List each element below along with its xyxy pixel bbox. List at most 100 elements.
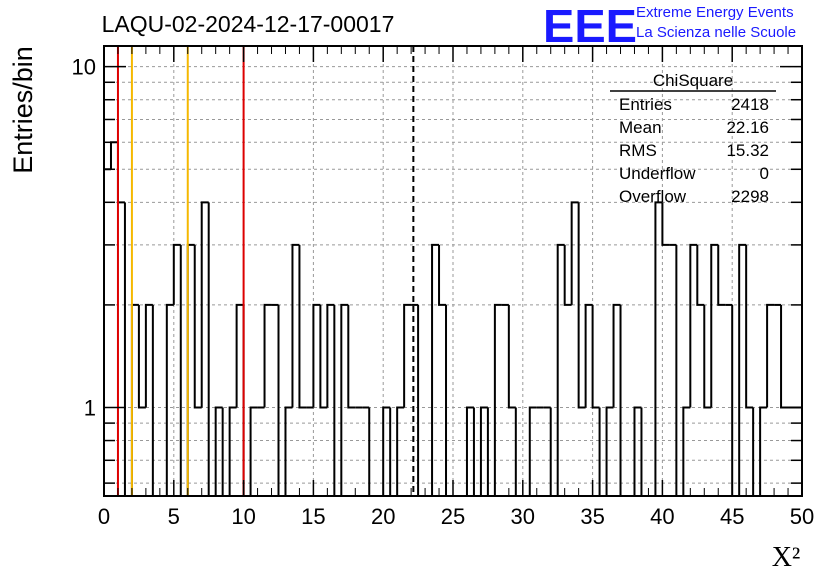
histogram-bin (633, 406, 642, 496)
histogram-bin (396, 406, 405, 496)
x-tick-label: 30 (511, 504, 535, 529)
histogram-bin (326, 303, 335, 408)
histogram-bin (612, 303, 621, 408)
histogram-bin (298, 244, 307, 409)
histogram-bin (200, 201, 209, 408)
histogram-bin (696, 244, 705, 306)
y-tick-label: 10 (72, 55, 96, 80)
stats-label: Overflow (619, 187, 687, 206)
histogram-bin (689, 243, 698, 408)
stats-value: 15.32 (726, 141, 769, 160)
histogram-bin (591, 304, 600, 409)
histogram-bin (445, 304, 453, 497)
histogram-bin (347, 304, 356, 409)
histogram-bin (417, 304, 426, 497)
stats-value: 2298 (731, 187, 769, 206)
histogram-bin (249, 406, 258, 496)
y-axis-ticks: 1 10 (72, 55, 802, 484)
histogram-bin (165, 303, 174, 496)
histogram-bin (479, 406, 488, 496)
histogram-bin (403, 303, 412, 408)
eee-logo: EEE (543, 0, 643, 52)
x-tick-label: 25 (441, 504, 465, 529)
histogram-bin (605, 406, 614, 496)
grid-lines (104, 46, 802, 496)
histogram-bin (507, 304, 516, 409)
histogram-bin (528, 406, 537, 496)
chart-title: LAQU-02-2024-12-17-00017 (102, 11, 395, 37)
histogram-bin (179, 244, 188, 497)
x-tick-label: 15 (301, 504, 325, 529)
histogram-bin (186, 243, 195, 496)
stats-label: RMS (619, 141, 657, 160)
stats-value: 0 (760, 164, 769, 183)
x-tick-label: 40 (650, 504, 674, 529)
histogram-bin (340, 303, 349, 496)
histogram-bin (172, 243, 181, 305)
eee-logo-mark: EEE (543, 0, 637, 52)
histogram-bin (710, 243, 719, 408)
histogram-bin (654, 201, 663, 496)
histogram-bin (382, 406, 391, 496)
x-tick-label: 45 (720, 504, 744, 529)
histogram-bin (431, 243, 440, 496)
histogram-bin (207, 202, 216, 497)
histogram-bin (493, 303, 502, 496)
histogram-bin (745, 244, 754, 409)
histogram-bin (277, 304, 286, 497)
stats-label: Entries (619, 95, 672, 114)
x-tick-label: 35 (580, 504, 604, 529)
histogram-bin (780, 304, 789, 409)
histogram-bin (759, 406, 768, 496)
histogram-bin (144, 303, 153, 408)
histogram-bin (116, 142, 125, 204)
stats-title: ChiSquare (653, 71, 733, 90)
logo-line-2: La Scienza nelle Scuole (636, 24, 797, 41)
histogram-bin (465, 406, 474, 496)
histogram-bin (619, 304, 628, 497)
histogram-bin (242, 304, 251, 497)
histogram-bin (193, 244, 202, 409)
histogram-bin (103, 168, 111, 496)
histogram-bin (717, 244, 726, 306)
histogram-bin (661, 202, 670, 246)
x-tick-label: 10 (231, 504, 255, 529)
histogram-bin (291, 243, 300, 408)
histogram-bin (731, 304, 740, 497)
y-axis-label: Entries/bin (8, 46, 38, 174)
x-tick-label: 5 (168, 504, 180, 529)
stats-box: ChiSquare Entries 2418 Mean 22.16 RMS 15.32 Un… (610, 71, 776, 206)
histogram-bin (137, 304, 146, 409)
histogram-bin (263, 303, 272, 408)
histogram-bin (438, 244, 447, 306)
histogram-bin (766, 303, 775, 408)
x-tick-label: 20 (371, 504, 395, 529)
histogram-bin (675, 244, 684, 497)
histogram-bin (214, 406, 223, 496)
histogram-bin (682, 406, 691, 496)
histogram-bin (312, 303, 321, 408)
x-tick-label: 0 (98, 504, 110, 529)
histogram-bin (151, 304, 160, 497)
stats-value: 22.16 (726, 118, 769, 137)
histogram-bin (130, 303, 139, 496)
histogram-bin (235, 303, 244, 408)
histogram-bin (109, 141, 118, 170)
histogram-bin (123, 202, 132, 497)
stats-label: Underflow (619, 164, 696, 183)
histogram-bin (556, 243, 565, 496)
histogram-bin (228, 406, 237, 496)
histogram-bin (738, 243, 747, 496)
histogram-bin (333, 304, 342, 497)
x-axis-label: X² (772, 542, 801, 572)
stats-value: 2418 (731, 95, 769, 114)
logo-line-1: Extreme Energy Events (636, 4, 794, 21)
x-axis-ticks: 0 5 10 15 20 25 30 35 40 45 50 (98, 46, 814, 529)
histogram-bin (319, 304, 328, 409)
x-tick-label: 50 (790, 504, 814, 529)
histogram-bin (570, 201, 579, 305)
histogram-bin (577, 202, 586, 409)
y-tick-label: 1 (84, 396, 96, 421)
histogram-bin (563, 244, 572, 306)
